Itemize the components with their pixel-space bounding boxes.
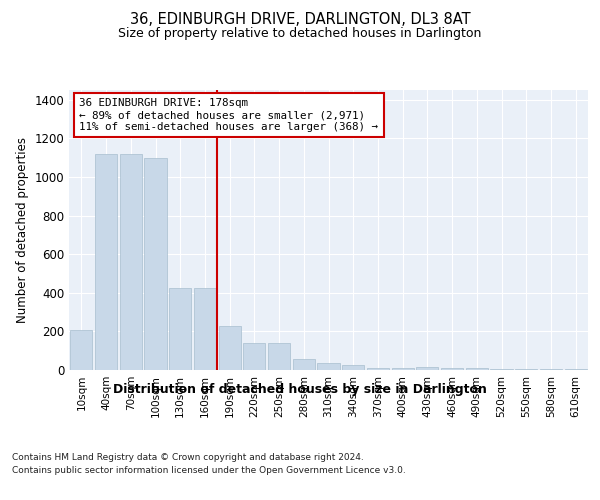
Bar bbox=[565, 369, 587, 370]
Bar bbox=[416, 367, 439, 370]
Y-axis label: Number of detached properties: Number of detached properties bbox=[16, 137, 29, 323]
Text: Contains public sector information licensed under the Open Government Licence v3: Contains public sector information licen… bbox=[12, 466, 406, 475]
Bar bbox=[95, 154, 117, 370]
Bar bbox=[243, 343, 265, 370]
Bar bbox=[466, 368, 488, 370]
Bar bbox=[392, 368, 414, 370]
Bar bbox=[119, 154, 142, 370]
Text: 36, EDINBURGH DRIVE, DARLINGTON, DL3 8AT: 36, EDINBURGH DRIVE, DARLINGTON, DL3 8AT bbox=[130, 12, 470, 28]
Text: Distribution of detached houses by size in Darlington: Distribution of detached houses by size … bbox=[113, 382, 487, 396]
Bar bbox=[218, 326, 241, 370]
Bar bbox=[169, 288, 191, 370]
Bar bbox=[145, 158, 167, 370]
Text: Size of property relative to detached houses in Darlington: Size of property relative to detached ho… bbox=[118, 28, 482, 40]
Bar bbox=[342, 365, 364, 370]
Text: Contains HM Land Registry data © Crown copyright and database right 2024.: Contains HM Land Registry data © Crown c… bbox=[12, 452, 364, 462]
Bar bbox=[540, 369, 562, 370]
Bar bbox=[441, 368, 463, 370]
Bar bbox=[515, 369, 538, 370]
Bar bbox=[367, 368, 389, 370]
Bar bbox=[317, 363, 340, 370]
Text: 36 EDINBURGH DRIVE: 178sqm
← 89% of detached houses are smaller (2,971)
11% of s: 36 EDINBURGH DRIVE: 178sqm ← 89% of deta… bbox=[79, 98, 379, 132]
Bar bbox=[293, 360, 315, 370]
Bar bbox=[268, 343, 290, 370]
Bar bbox=[194, 288, 216, 370]
Bar bbox=[70, 330, 92, 370]
Bar bbox=[490, 369, 512, 370]
